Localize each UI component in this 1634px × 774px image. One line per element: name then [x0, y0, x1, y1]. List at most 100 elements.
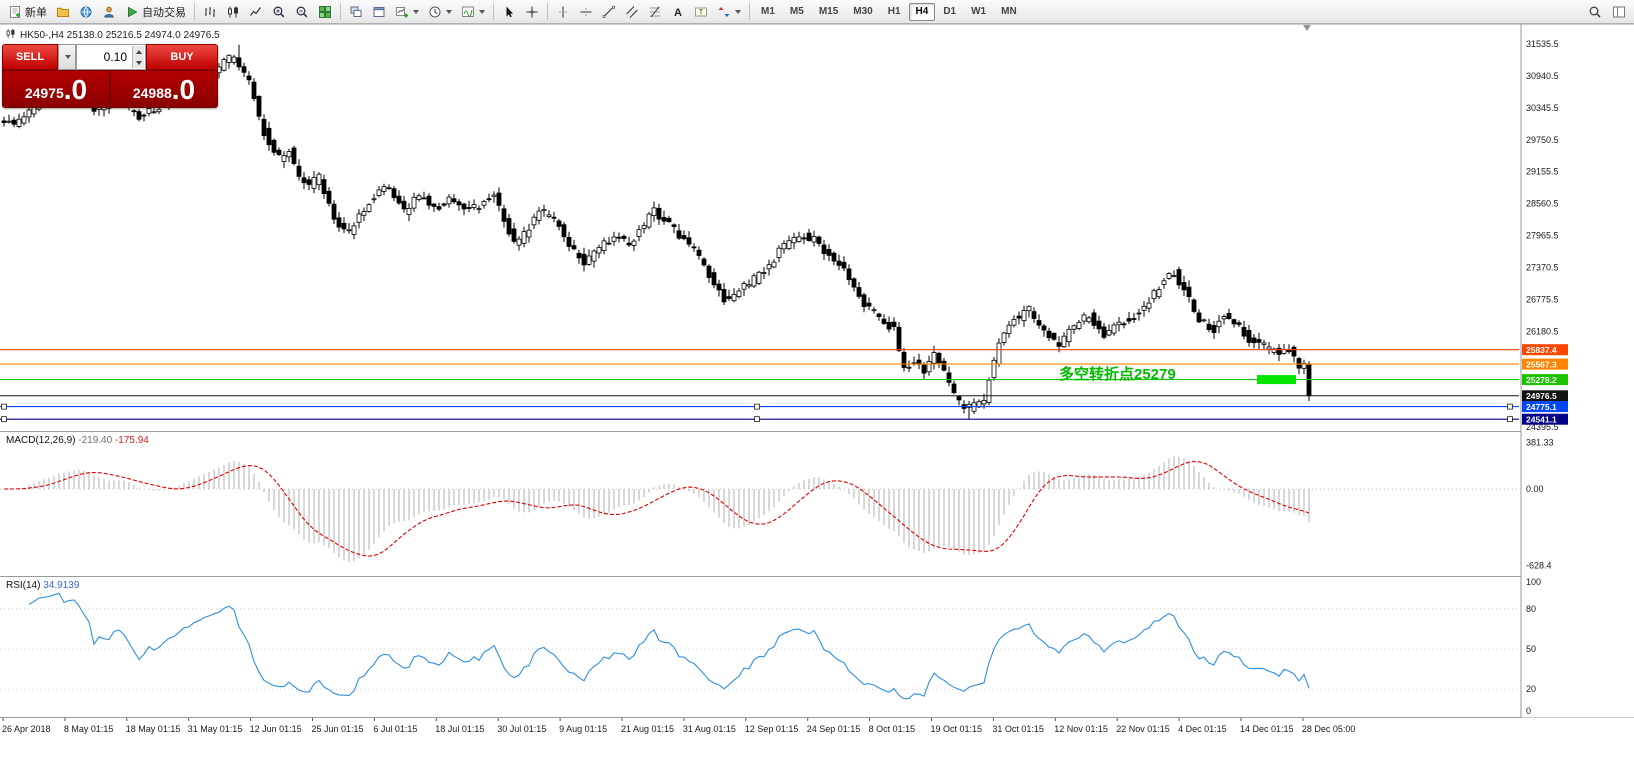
svg-text:25567.3: 25567.3: [1526, 359, 1557, 369]
vertical-line-button[interactable]: [552, 2, 574, 22]
new-order-button[interactable]: 新单: [4, 2, 51, 22]
new-chart-button[interactable]: [391, 2, 423, 22]
toolbar-separator: [340, 3, 341, 20]
svg-text:24541.1: 24541.1: [1526, 414, 1557, 424]
timeframe-h1-button[interactable]: H1: [887, 6, 901, 17]
chart-shift-marker[interactable]: [1303, 25, 1311, 31]
svg-text:27965.5: 27965.5: [1526, 231, 1559, 241]
svg-text:18 Jul 01:15: 18 Jul 01:15: [435, 724, 484, 734]
zoom-in-button[interactable]: [268, 2, 290, 22]
timeframe-h4-button[interactable]: H4: [908, 2, 936, 21]
svg-text:19 Oct 01:15: 19 Oct 01:15: [931, 724, 983, 734]
autotrading-button[interactable]: 自动交易: [121, 2, 190, 22]
timeframe-m30-button[interactable]: M30: [853, 6, 873, 17]
svg-text:0.00: 0.00: [1526, 484, 1544, 494]
buy-button[interactable]: BUY: [146, 44, 218, 70]
text-button[interactable]: A: [667, 2, 689, 22]
chart-symbol-icon: [5, 28, 16, 42]
volume-spinner[interactable]: [132, 46, 144, 68]
svg-text:27370.5: 27370.5: [1526, 262, 1559, 272]
svg-text:30345.5: 30345.5: [1526, 103, 1559, 113]
svg-text:9 Aug 01:15: 9 Aug 01:15: [559, 724, 607, 734]
candles-icon: [228, 6, 238, 17]
tile-windows-button[interactable]: [314, 2, 336, 22]
arrows-icon: [718, 6, 730, 17]
time-axis: 26 Apr 2018 8 May 01:15 18 May 01:15 31 May…: [2, 718, 1355, 734]
cursor-button[interactable]: [498, 2, 520, 22]
volume-dropdown-button[interactable]: [58, 44, 76, 70]
templates-button[interactable]: [457, 2, 489, 22]
cursor-icon: [506, 6, 513, 17]
svg-text:31 Oct 01:15: 31 Oct 01:15: [992, 724, 1044, 734]
data-window-button[interactable]: [1608, 2, 1630, 22]
timeframe-mn-button[interactable]: MN: [1001, 6, 1017, 17]
trendline-button[interactable]: [598, 2, 620, 22]
macd-main-value: -219.40: [78, 435, 113, 446]
zoomin-icon: [273, 6, 285, 17]
indicators-icon: [462, 6, 474, 17]
highlight-box[interactable]: [1257, 375, 1296, 385]
horizontal-line-button[interactable]: [575, 2, 597, 22]
timeframe-m1-button[interactable]: M1: [761, 6, 775, 17]
window-icon: [373, 6, 385, 17]
chart-window-button[interactable]: [368, 2, 390, 22]
sell-price[interactable]: 24975.0: [2, 70, 110, 108]
arrows-button[interactable]: [713, 2, 745, 22]
chevron-down-icon: [479, 9, 485, 14]
timeframe-w1-button[interactable]: W1: [971, 6, 987, 17]
panel-icon: [1613, 6, 1625, 17]
equidistant-channel-button[interactable]: [621, 2, 643, 22]
rsi-indicator-label: RSI(14) 34.9139: [6, 580, 79, 591]
text-label-button[interactable]: T: [690, 2, 712, 22]
svg-text:25279.2: 25279.2: [1526, 375, 1557, 385]
horizontal-line-objects[interactable]: [0, 349, 1519, 423]
labelT-icon: T: [695, 7, 707, 16]
svg-text:24775.1: 24775.1: [1526, 402, 1557, 412]
line-chart-button[interactable]: [245, 2, 267, 22]
toolbar-separator: [749, 3, 750, 20]
pivot-annotation[interactable]: 多空转折点25279: [1059, 365, 1176, 383]
svg-text:18 May 01:15: 18 May 01:15: [126, 724, 181, 734]
chart-profiles-button[interactable]: [52, 2, 74, 22]
timeframe-m15-button[interactable]: M15: [818, 6, 839, 17]
autotrading-button-label: 自动交易: [142, 6, 186, 19]
toolbar-separator: [493, 3, 494, 20]
search-icon: [1589, 6, 1601, 18]
market-watch-button[interactable]: [75, 2, 97, 22]
timeframe-d1-button[interactable]: D1: [943, 6, 957, 17]
community-button[interactable]: [98, 2, 120, 22]
svg-text:29750.5: 29750.5: [1526, 135, 1559, 145]
fibonacci-button[interactable]: [644, 2, 666, 22]
timeframe-m5-button[interactable]: M5: [789, 6, 804, 17]
sell-button[interactable]: SELL: [2, 44, 58, 70]
periods-button[interactable]: [424, 2, 456, 22]
svg-text:30940.5: 30940.5: [1526, 71, 1559, 81]
cascade-windows-button[interactable]: [345, 2, 367, 22]
folder-icon: [57, 7, 69, 17]
volume-input[interactable]: [77, 50, 129, 64]
svg-text:12 Nov 01:15: 12 Nov 01:15: [1054, 724, 1108, 734]
svg-text:24976.5: 24976.5: [1526, 391, 1557, 401]
sell-price-int: 24975: [24, 85, 64, 101]
svg-text:25 Jun 01:15: 25 Jun 01:15: [312, 724, 364, 734]
trade-panel-prices: 24975.0 24988.0: [2, 70, 218, 108]
bar-chart-button[interactable]: [199, 2, 221, 22]
textA-icon: A: [674, 7, 682, 19]
spinner-down-icon: [135, 60, 142, 65]
macd-signal-line: [3, 460, 1310, 557]
svg-text:20: 20: [1526, 684, 1536, 694]
svg-text:4 Dec 01:15: 4 Dec 01:15: [1178, 724, 1227, 734]
candlestick-chart-button[interactable]: [222, 2, 244, 22]
symbol-search-button[interactable]: [1584, 2, 1606, 22]
buy-price[interactable]: 24988.0: [110, 70, 218, 108]
spinner-up-icon: [135, 49, 142, 54]
svg-text:26 Apr 2018: 26 Apr 2018: [2, 724, 51, 734]
fibo-icon: [650, 6, 660, 17]
volume-field: [76, 44, 146, 70]
crosshair-button[interactable]: [521, 2, 543, 22]
chart-title-text: HK50-,H4 25138.0 25216.5 24974.0 24976.5: [20, 29, 220, 41]
clock-icon: [429, 6, 441, 17]
zoom-out-button[interactable]: [291, 2, 313, 22]
svg-text:12 Sep 01:15: 12 Sep 01:15: [745, 724, 799, 734]
